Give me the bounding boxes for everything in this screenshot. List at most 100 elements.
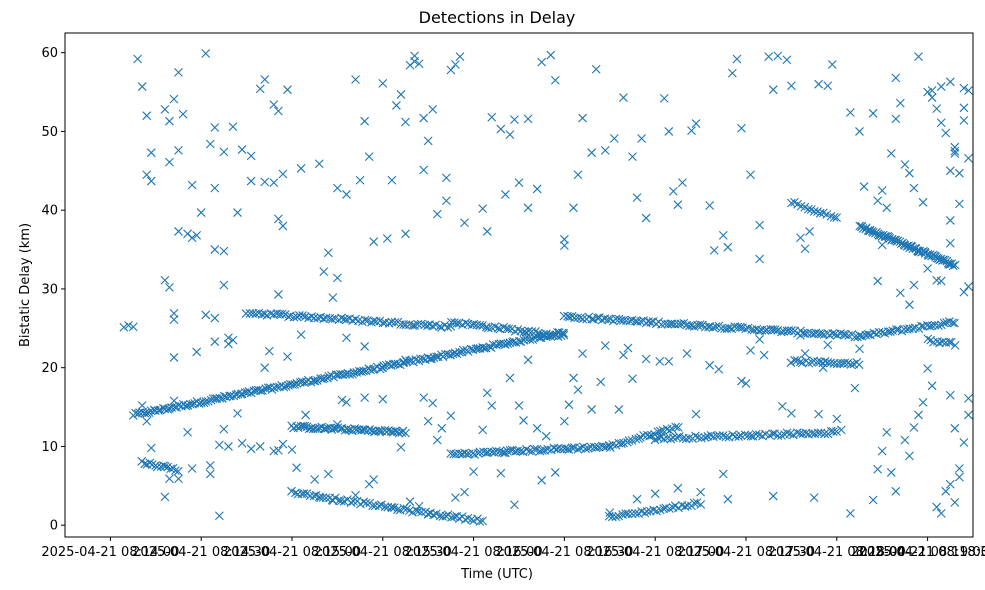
data-point <box>341 369 351 379</box>
data-point <box>877 186 887 195</box>
data-point <box>296 330 306 340</box>
data-point <box>914 247 923 257</box>
data-point <box>559 330 569 340</box>
data-point <box>201 49 211 58</box>
data-point <box>914 52 923 62</box>
data-point <box>723 242 733 252</box>
data-point <box>573 385 583 395</box>
data-point <box>178 109 188 119</box>
data-point <box>945 390 955 400</box>
data-point <box>461 318 471 328</box>
data-point <box>657 319 666 329</box>
data-point <box>900 435 910 445</box>
data-point <box>711 322 721 332</box>
data-point <box>210 183 220 193</box>
data-point <box>596 377 606 387</box>
y-tick-label: 20 <box>41 361 58 376</box>
data-point <box>676 319 686 329</box>
data-point <box>927 381 937 391</box>
data-point <box>256 386 266 396</box>
data-point <box>360 116 370 126</box>
data-point <box>174 474 183 484</box>
data-point <box>560 234 569 244</box>
data-point <box>165 157 174 167</box>
data-point <box>814 409 824 419</box>
data-point <box>296 164 306 173</box>
data-point <box>859 182 869 191</box>
data-point <box>684 433 694 443</box>
data-point <box>237 389 247 399</box>
data-point <box>628 374 637 384</box>
data-point <box>605 508 615 517</box>
data-point <box>538 446 547 455</box>
data-point <box>413 319 423 329</box>
data-point <box>428 398 438 408</box>
data-point <box>709 245 719 255</box>
data-point <box>873 464 883 474</box>
data-point <box>646 317 656 327</box>
data-point <box>944 337 954 347</box>
data-point <box>224 442 233 451</box>
data-point <box>309 376 318 386</box>
data-point <box>573 170 583 180</box>
data-point <box>650 489 660 499</box>
data-point <box>945 238 955 248</box>
data-point <box>691 431 700 441</box>
data-point <box>505 373 515 383</box>
data-point <box>623 509 633 519</box>
data-point <box>201 397 211 406</box>
data-point <box>160 492 170 502</box>
data-point <box>300 312 310 321</box>
data-point <box>854 360 864 370</box>
data-point <box>768 429 778 439</box>
data-point <box>855 344 864 354</box>
data-point <box>412 506 421 516</box>
data-point <box>523 203 533 213</box>
data-point <box>882 203 892 213</box>
data-point <box>396 90 406 99</box>
data-point <box>542 329 551 339</box>
data-point <box>823 81 833 91</box>
data-point <box>146 148 156 158</box>
data-point <box>371 316 381 326</box>
data-point <box>210 337 220 347</box>
data-point <box>746 345 755 355</box>
data-point <box>925 321 935 331</box>
data-point <box>137 401 147 410</box>
data-point <box>787 408 796 418</box>
data-point <box>927 86 937 95</box>
data-point <box>187 233 197 243</box>
data-point <box>755 254 765 264</box>
data-point <box>664 127 674 136</box>
data-point <box>482 227 492 236</box>
data-point <box>619 93 628 102</box>
data-point <box>298 311 307 320</box>
data-point <box>278 169 288 179</box>
data-point <box>696 487 705 497</box>
data-point <box>587 148 597 158</box>
x-tick-label: 2025-04-21 08:18:00 <box>768 545 906 560</box>
data-point <box>269 178 279 188</box>
data-point <box>697 433 706 443</box>
data-point <box>671 422 681 432</box>
data-point <box>124 320 133 330</box>
data-point <box>414 501 424 511</box>
data-point <box>504 324 514 334</box>
data-point <box>423 416 433 426</box>
data-point <box>836 425 846 435</box>
x-axis-label: Time (UTC) <box>460 567 533 582</box>
data-point <box>946 337 956 347</box>
data-point <box>581 444 591 454</box>
y-tick-label: 60 <box>41 46 58 61</box>
data-point <box>523 114 533 124</box>
data-point <box>210 245 220 254</box>
y-tick-label: 40 <box>41 204 58 219</box>
data-point <box>396 442 406 452</box>
data-point <box>936 508 946 518</box>
data-point <box>637 134 646 143</box>
data-point <box>174 67 183 77</box>
data-point <box>142 111 152 121</box>
data-point <box>475 517 485 526</box>
data-point <box>696 500 706 509</box>
